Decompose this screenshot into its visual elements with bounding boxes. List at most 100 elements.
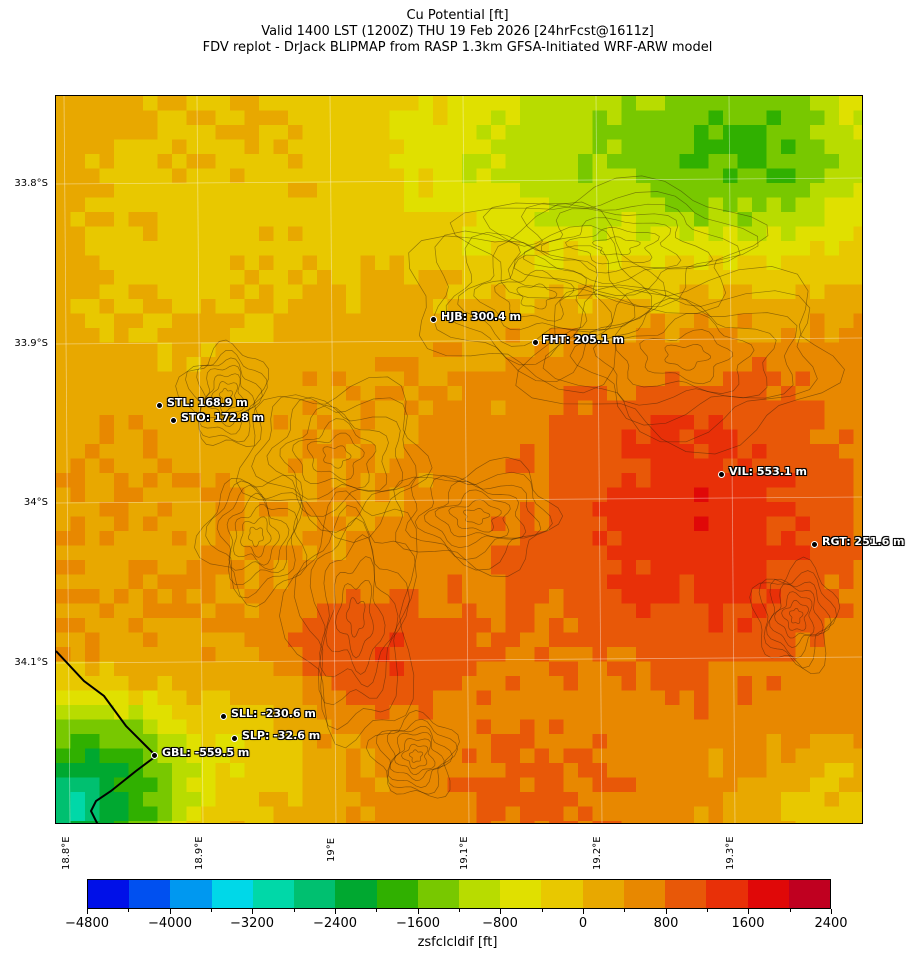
raster-cell xyxy=(375,458,391,474)
raster-cell xyxy=(781,647,797,663)
raster-cell xyxy=(114,531,130,547)
raster-cell xyxy=(476,255,492,271)
raster-cell xyxy=(346,676,362,692)
raster-cell xyxy=(810,734,826,750)
raster-cell xyxy=(99,212,115,228)
raster-cell xyxy=(288,183,304,199)
raster-cell xyxy=(302,183,318,199)
raster-cell xyxy=(70,154,86,170)
raster-cell xyxy=(230,342,246,358)
raster-cell xyxy=(810,502,826,518)
raster-cell xyxy=(853,197,862,213)
raster-cell xyxy=(418,168,434,184)
raster-cell xyxy=(128,792,144,808)
raster-cell xyxy=(143,618,159,634)
raster-cell xyxy=(592,226,608,242)
raster-cell xyxy=(99,386,115,402)
raster-cell xyxy=(447,589,463,605)
raster-cell xyxy=(56,545,72,561)
colorbar-tick xyxy=(335,909,336,914)
raster-cell xyxy=(723,125,739,141)
raster-cell xyxy=(404,270,420,286)
raster-cell xyxy=(273,777,289,793)
raster-cell xyxy=(839,603,855,619)
raster-cell xyxy=(665,342,681,358)
contour-line xyxy=(387,726,453,788)
raster-cell xyxy=(621,429,637,445)
raster-cell xyxy=(172,270,188,286)
raster-cell xyxy=(433,96,449,112)
raster-cell xyxy=(215,531,231,547)
raster-cell xyxy=(70,284,86,300)
raster-cell xyxy=(346,632,362,648)
raster-cell xyxy=(346,777,362,793)
raster-cell xyxy=(56,154,72,170)
raster-cell xyxy=(694,386,710,402)
raster-cell xyxy=(708,734,724,750)
raster-cell xyxy=(317,676,333,692)
raster-cell xyxy=(447,531,463,547)
raster-cell xyxy=(143,299,159,315)
raster-cell xyxy=(708,792,724,808)
raster-cell xyxy=(172,386,188,402)
raster-cell xyxy=(636,110,652,126)
contour-line xyxy=(513,202,741,296)
raster-cell xyxy=(723,226,739,242)
raster-cell xyxy=(549,125,565,141)
raster-cell xyxy=(853,313,862,329)
raster-cell xyxy=(520,487,536,503)
raster-cell xyxy=(56,574,72,590)
raster-cell xyxy=(331,139,347,155)
raster-cell xyxy=(476,342,492,358)
raster-cell xyxy=(723,734,739,750)
raster-cell xyxy=(143,560,159,576)
raster-cell xyxy=(128,313,144,329)
raster-cell xyxy=(563,139,579,155)
raster-cell xyxy=(665,531,681,547)
raster-cell xyxy=(592,415,608,431)
raster-cell xyxy=(288,792,304,808)
raster-cell xyxy=(418,400,434,416)
raster-cell xyxy=(331,168,347,184)
raster-cell xyxy=(172,183,188,199)
raster-cell xyxy=(389,560,405,576)
raster-cell xyxy=(302,705,318,721)
raster-cell xyxy=(592,647,608,663)
raster-cell xyxy=(143,661,159,677)
raster-cell xyxy=(375,603,391,619)
raster-cell xyxy=(766,328,782,344)
raster-cell xyxy=(157,270,173,286)
raster-cell xyxy=(273,270,289,286)
raster-cell xyxy=(578,589,594,605)
raster-cell xyxy=(317,574,333,590)
raster-cell xyxy=(389,96,405,112)
raster-cell xyxy=(317,371,333,387)
raster-cell xyxy=(186,647,202,663)
raster-cell xyxy=(462,473,478,489)
raster-cell xyxy=(418,719,434,735)
raster-cell xyxy=(143,197,159,213)
raster-cell xyxy=(694,96,710,112)
raster-cell xyxy=(114,429,130,445)
raster-cell xyxy=(404,197,420,213)
raster-cell xyxy=(578,415,594,431)
contour-line xyxy=(393,456,564,577)
raster-cell xyxy=(752,821,768,823)
contour-line xyxy=(235,376,433,543)
title-line-1: Cu Potential [ft] xyxy=(406,8,509,23)
raster-cell xyxy=(505,429,521,445)
raster-cell xyxy=(114,371,130,387)
raster-cell xyxy=(839,386,855,402)
raster-cell xyxy=(752,618,768,634)
raster-cell xyxy=(592,313,608,329)
raster-cell xyxy=(694,342,710,358)
terrain-contours xyxy=(175,175,845,799)
raster-cell xyxy=(578,734,594,750)
station-marker-fht xyxy=(532,339,539,346)
raster-cell xyxy=(679,734,695,750)
raster-cell xyxy=(737,487,753,503)
raster-cell xyxy=(476,357,492,373)
raster-cell xyxy=(723,96,739,112)
raster-cell xyxy=(853,545,862,561)
raster-cell xyxy=(404,429,420,445)
